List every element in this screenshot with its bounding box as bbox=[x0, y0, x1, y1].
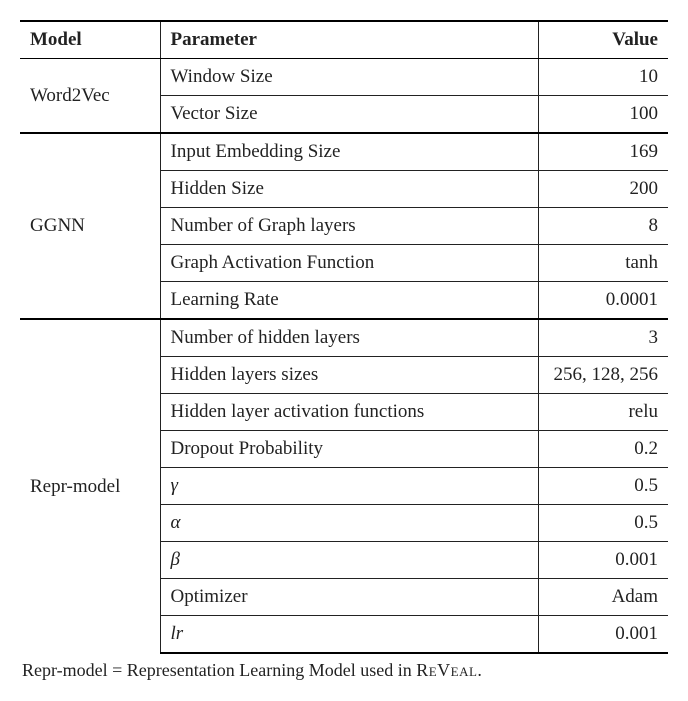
parameter-cell: Learning Rate bbox=[160, 282, 538, 320]
parameter-cell: α bbox=[160, 505, 538, 542]
table-row: Repr-modelNumber of hidden layers3 bbox=[20, 319, 668, 357]
value-cell: tanh bbox=[538, 245, 668, 282]
parameter-cell: Hidden Size bbox=[160, 171, 538, 208]
caption-smallcaps: ReVeal bbox=[416, 660, 477, 680]
parameter-cell: Hidden layer activation functions bbox=[160, 394, 538, 431]
col-header-value: Value bbox=[538, 21, 668, 59]
value-cell: 100 bbox=[538, 96, 668, 134]
value-cell: 0.0001 bbox=[538, 282, 668, 320]
parameter-cell: Vector Size bbox=[160, 96, 538, 134]
value-cell: 0.2 bbox=[538, 431, 668, 468]
model-cell: Word2Vec bbox=[20, 59, 160, 134]
table-row: Word2VecWindow Size10 bbox=[20, 59, 668, 96]
value-cell: Adam bbox=[538, 579, 668, 616]
parameter-cell: Hidden layers sizes bbox=[160, 357, 538, 394]
value-cell: 256, 128, 256 bbox=[538, 357, 668, 394]
col-header-model: Model bbox=[20, 21, 160, 59]
parameter-cell: Number of Graph layers bbox=[160, 208, 538, 245]
parameter-cell: Number of hidden layers bbox=[160, 319, 538, 357]
value-cell: 8 bbox=[538, 208, 668, 245]
value-cell: 0.001 bbox=[538, 542, 668, 579]
parameter-cell: lr bbox=[160, 616, 538, 654]
parameter-cell: Input Embedding Size bbox=[160, 133, 538, 171]
value-cell: 0.5 bbox=[538, 468, 668, 505]
col-header-parameter: Parameter bbox=[160, 21, 538, 59]
value-cell: 200 bbox=[538, 171, 668, 208]
parameter-cell: Graph Activation Function bbox=[160, 245, 538, 282]
model-cell: GGNN bbox=[20, 133, 160, 319]
table-row: GGNNInput Embedding Size169 bbox=[20, 133, 668, 171]
value-cell: 0.001 bbox=[538, 616, 668, 654]
parameter-cell: Window Size bbox=[160, 59, 538, 96]
model-cell: Repr-model bbox=[20, 319, 160, 653]
parameter-cell: β bbox=[160, 542, 538, 579]
value-cell: 10 bbox=[538, 59, 668, 96]
caption-suffix: . bbox=[477, 660, 482, 680]
hyperparameter-table: Model Parameter Value Word2VecWindow Siz… bbox=[20, 20, 668, 654]
table-caption: Repr-model = Representation Learning Mod… bbox=[20, 654, 668, 681]
caption-prefix: Repr-model = Representation Learning Mod… bbox=[22, 660, 416, 680]
table-header-row: Model Parameter Value bbox=[20, 21, 668, 59]
parameter-cell: γ bbox=[160, 468, 538, 505]
parameter-cell: Optimizer bbox=[160, 579, 538, 616]
value-cell: 169 bbox=[538, 133, 668, 171]
value-cell: 3 bbox=[538, 319, 668, 357]
value-cell: 0.5 bbox=[538, 505, 668, 542]
value-cell: relu bbox=[538, 394, 668, 431]
parameter-cell: Dropout Probability bbox=[160, 431, 538, 468]
